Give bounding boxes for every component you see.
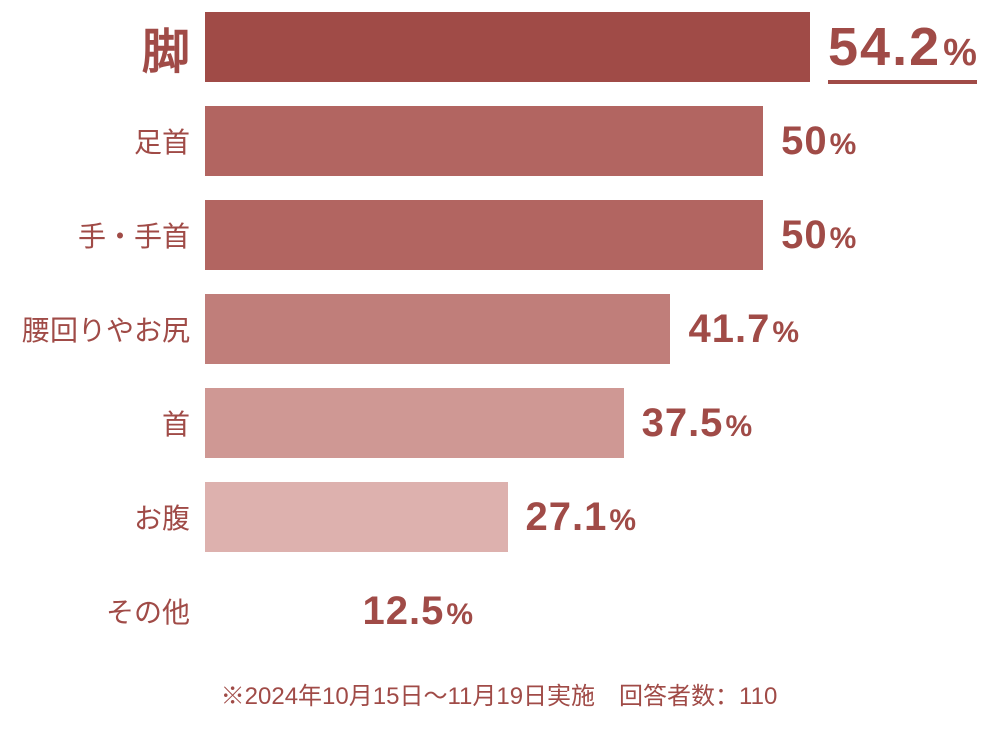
row-label: その他 — [0, 591, 205, 631]
bar — [205, 106, 763, 176]
value-label: 41.7% — [688, 307, 799, 352]
bar-area: 41.7% — [205, 282, 998, 376]
value-number: 41.7 — [688, 307, 770, 352]
value-label: 12.5% — [363, 589, 474, 634]
value-label: 50% — [781, 119, 856, 164]
bar-area: 50% — [205, 188, 998, 282]
value-number: 12.5 — [363, 589, 445, 634]
row-label: 足首 — [0, 121, 205, 161]
value-unit: % — [609, 504, 636, 538]
chart-row: お腹 27.1% — [0, 470, 998, 564]
value-unit: % — [772, 316, 799, 350]
value-number: 54.2 — [828, 16, 941, 78]
row-label: 腰回りやお尻 — [0, 309, 205, 349]
value-unit: % — [446, 598, 473, 632]
value-label: 27.1% — [526, 495, 637, 540]
value-unit: % — [725, 410, 752, 444]
chart-footnote: ※2024年10月15日～11月19日実施 回答者数：110 — [0, 676, 998, 711]
row-label: 手・手首 — [0, 215, 205, 255]
value-unit: % — [830, 222, 857, 256]
value-unit: % — [830, 128, 857, 162]
bar — [205, 294, 670, 364]
bar — [205, 12, 810, 82]
chart-rows: 脚 54.2% 足首 50% 手・手首 50% 腰回りやお尻 41.7% 首 37.5% お腹 27.… — [0, 0, 998, 658]
chart-row: その他 12.5% — [0, 564, 998, 658]
chart-row: 首 37.5% — [0, 376, 998, 470]
bar-area: 27.1% — [205, 470, 998, 564]
value-label: 37.5% — [642, 401, 753, 446]
value-unit: % — [943, 32, 977, 75]
chart-row: 手・手首 50% — [0, 188, 998, 282]
bar-chart: 脚 54.2% 足首 50% 手・手首 50% 腰回りやお尻 41.7% 首 37.5% お腹 27.… — [0, 0, 998, 711]
bar — [205, 388, 624, 458]
row-label: 首 — [0, 403, 205, 443]
bar — [205, 200, 763, 270]
bar-area: 50% — [205, 94, 998, 188]
bar — [205, 482, 508, 552]
bar — [205, 576, 345, 646]
row-label: 脚 — [0, 12, 205, 82]
value-number: 50 — [781, 119, 828, 164]
value-number: 37.5 — [642, 401, 724, 446]
value-number: 50 — [781, 213, 828, 258]
bar-area: 12.5% — [205, 564, 998, 658]
value-label: 54.2% — [828, 16, 977, 78]
chart-row: 足首 50% — [0, 94, 998, 188]
value-label: 50% — [781, 213, 856, 258]
bar-area: 54.2% — [205, 0, 998, 94]
chart-row: 脚 54.2% — [0, 0, 998, 94]
row-label: お腹 — [0, 497, 205, 537]
value-number: 27.1 — [526, 495, 608, 540]
bar-area: 37.5% — [205, 376, 998, 470]
chart-row: 腰回りやお尻 41.7% — [0, 282, 998, 376]
